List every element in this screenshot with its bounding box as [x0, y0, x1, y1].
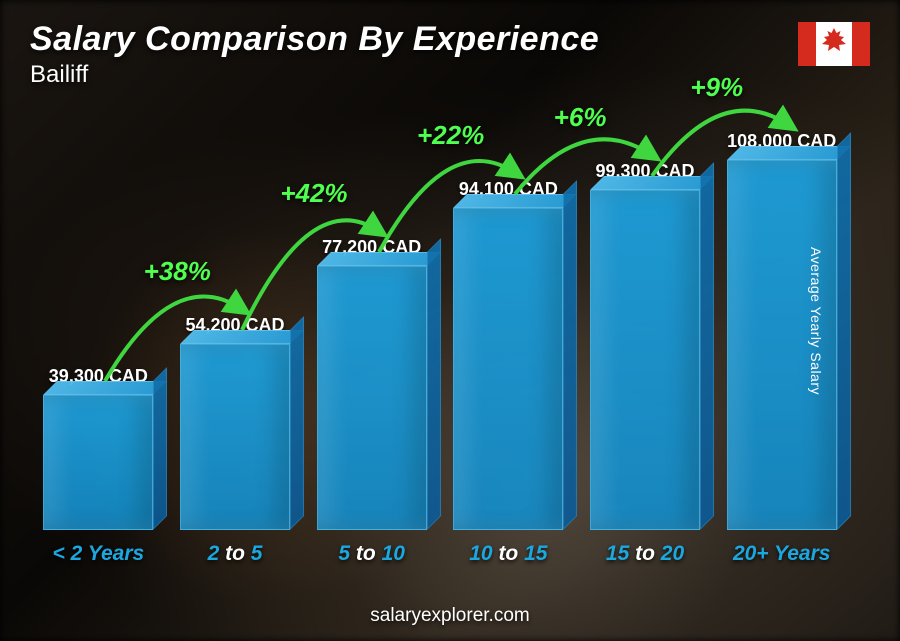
bar-category-label: < 2 Years: [53, 542, 145, 566]
bar-group-2: 77,200 CAD5 to 10: [313, 237, 430, 566]
bar-side-face: [563, 180, 577, 530]
bar: [43, 395, 153, 530]
bar-top-face: [590, 176, 714, 190]
bar-side-face: [290, 316, 304, 530]
bar-side-face: [153, 367, 167, 530]
increase-label: +6%: [554, 102, 607, 133]
bar-category-label: 15 to 20: [606, 542, 684, 566]
bar-group-3: 94,100 CAD10 to 15: [450, 179, 567, 566]
bar-side-face: [427, 238, 441, 530]
bar-top-face: [317, 252, 441, 266]
bar-front-face: [180, 344, 290, 530]
bar-top-face: [727, 146, 851, 160]
header: Salary Comparison By Experience Bailiff: [30, 20, 599, 89]
bar-front-face: [590, 190, 700, 530]
bar-group-0: 39,300 CAD< 2 Years: [40, 366, 157, 566]
bar-front-face: [453, 208, 563, 530]
bar-group-4: 99,300 CAD15 to 20: [587, 161, 704, 566]
bar-side-face: [837, 132, 851, 530]
increase-label: +38%: [144, 256, 211, 287]
y-axis-label: Average Yearly Salary: [808, 247, 824, 395]
bar-side-face: [700, 162, 714, 530]
bar: [180, 344, 290, 530]
bar-category-label: 5 to 10: [338, 542, 405, 566]
bar-top-face: [43, 381, 167, 395]
bar-category-label: 2 to 5: [208, 542, 263, 566]
bar-top-face: [180, 330, 304, 344]
bar-group-1: 54,200 CAD2 to 5: [177, 315, 294, 566]
chart-title: Salary Comparison By Experience: [30, 20, 599, 59]
increase-label: +9%: [690, 72, 743, 103]
bar-front-face: [317, 266, 427, 530]
canada-flag-icon: [798, 22, 870, 66]
footer-attribution: salaryexplorer.com: [0, 605, 900, 627]
bar: [317, 266, 427, 530]
increase-label: +22%: [417, 120, 484, 151]
chart-subtitle: Bailiff: [30, 61, 599, 89]
increase-label: +42%: [280, 178, 347, 209]
bar-category-label: 20+ Years: [733, 542, 831, 566]
bar-category-label: 10 to 15: [469, 542, 547, 566]
bar-front-face: [43, 395, 153, 530]
bar: [453, 208, 563, 530]
bar: [590, 190, 700, 530]
bar-top-face: [453, 194, 577, 208]
bar-chart: 39,300 CAD< 2 Years54,200 CAD2 to 577,20…: [40, 90, 840, 566]
